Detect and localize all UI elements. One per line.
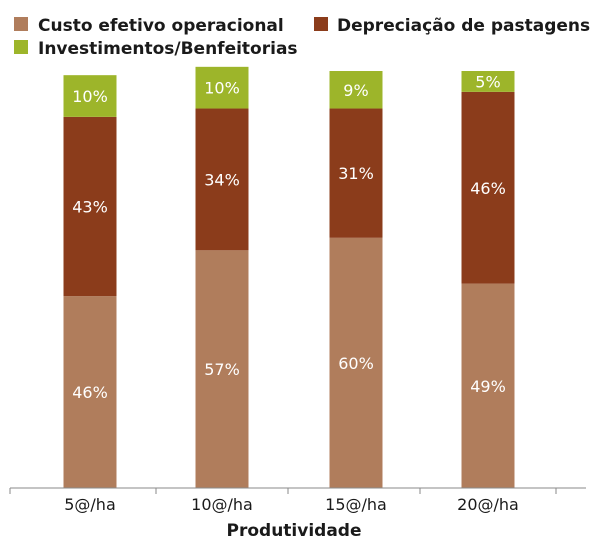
legend-swatch-depreciacao — [314, 17, 328, 31]
bar-segment-3-2 — [195, 66, 249, 109]
data-label-1-3: 60% — [338, 354, 374, 373]
x-axis-title: Produtividade — [227, 521, 362, 541]
data-label-3-4: 5% — [475, 72, 500, 91]
bar-segment-3-3 — [329, 71, 383, 109]
plot-area: 46% 43% 10% 57% 34% 10% 60% 31% 9% 49% 46% 5% — [63, 66, 515, 488]
data-label-3-3: 9% — [343, 81, 368, 100]
legend-label-custo: Custo efetivo operacional — [38, 16, 284, 36]
x-axis-ticks: 5@/ha 10@/ha 15@/ha 20@/ha — [9, 488, 557, 514]
bar-segment-3-4 — [461, 71, 515, 92]
x-tick-label-2: 10@/ha — [191, 495, 253, 514]
bar-segment-3-1 — [63, 75, 117, 117]
legend-label-investimentos: Investimentos/Benfeitorias — [38, 39, 298, 59]
data-label-3-2: 10% — [204, 79, 240, 98]
data-label-2-3: 31% — [338, 164, 374, 183]
legend-swatch-custo — [14, 17, 28, 31]
bar-segment-2-2 — [195, 108, 249, 251]
bar-segment-1-1 — [63, 296, 117, 488]
data-label-3-1: 10% — [72, 87, 108, 106]
bar-segment-2-3 — [329, 108, 383, 238]
data-label-1-1: 46% — [72, 383, 108, 402]
legend-label-depreciacao: Depreciação de pastagens — [337, 16, 590, 36]
bar-segment-1-3 — [329, 237, 383, 488]
bar-segment-1-2 — [195, 250, 249, 488]
x-tick-label-4: 20@/ha — [457, 495, 519, 514]
legend-swatch-investimentos — [14, 40, 28, 54]
x-tick-label-3: 15@/ha — [325, 495, 387, 514]
x-tick-label-1: 5@/ha — [64, 495, 116, 514]
legend: Custo efetivo operacional Depreciação de… — [14, 16, 590, 59]
data-label-2-4: 46% — [470, 179, 506, 198]
bar-segment-2-4 — [461, 91, 515, 284]
bar-segment-2-1 — [63, 116, 117, 297]
data-label-2-1: 43% — [72, 198, 108, 217]
bar-segment-1-4 — [461, 283, 515, 488]
data-label-1-4: 49% — [470, 377, 506, 396]
data-label-2-2: 34% — [204, 170, 240, 189]
data-label-1-2: 57% — [204, 360, 240, 379]
